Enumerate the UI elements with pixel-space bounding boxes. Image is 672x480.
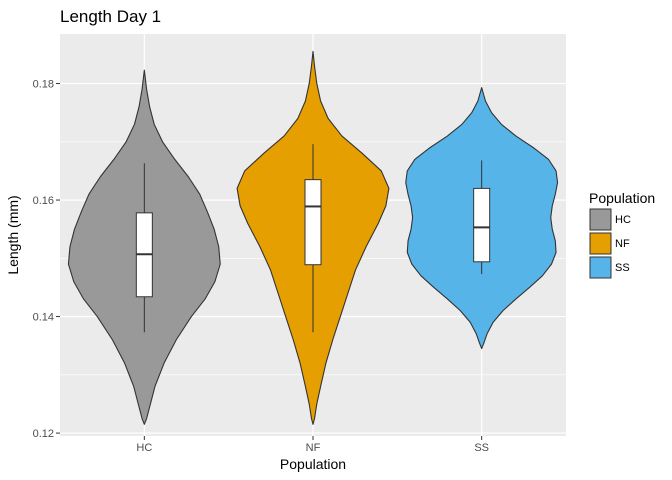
y-tick-label: 0.14	[33, 312, 54, 324]
x-axis-title: Population	[280, 456, 346, 472]
legend-label-hc: HC	[615, 214, 631, 226]
x-tick-label: HC	[136, 442, 152, 454]
legend-swatch-hc	[589, 208, 612, 231]
legend: Population HC NF SS	[589, 190, 655, 279]
axes: 0.12 0.14 0.16 0.18 HC NF SS	[33, 79, 489, 454]
legend-swatch-nf	[589, 232, 612, 255]
chart-title: Length Day 1	[60, 7, 161, 26]
box-ss	[473, 187, 491, 263]
boxplots	[135, 144, 491, 333]
y-tick-label: 0.16	[33, 195, 54, 207]
box-nf	[304, 179, 322, 266]
legend-label-nf: NF	[615, 238, 630, 250]
y-tick-label: 0.12	[33, 428, 54, 440]
y-tick-label: 0.18	[33, 79, 54, 91]
x-tick-label: NF	[306, 442, 321, 454]
y-axis-title: Length (mm)	[5, 195, 21, 274]
legend-title: Population	[589, 190, 655, 206]
x-tick-label: SS	[474, 442, 489, 454]
legend-label-ss: SS	[615, 262, 630, 274]
legend-swatch-ss	[589, 256, 612, 279]
